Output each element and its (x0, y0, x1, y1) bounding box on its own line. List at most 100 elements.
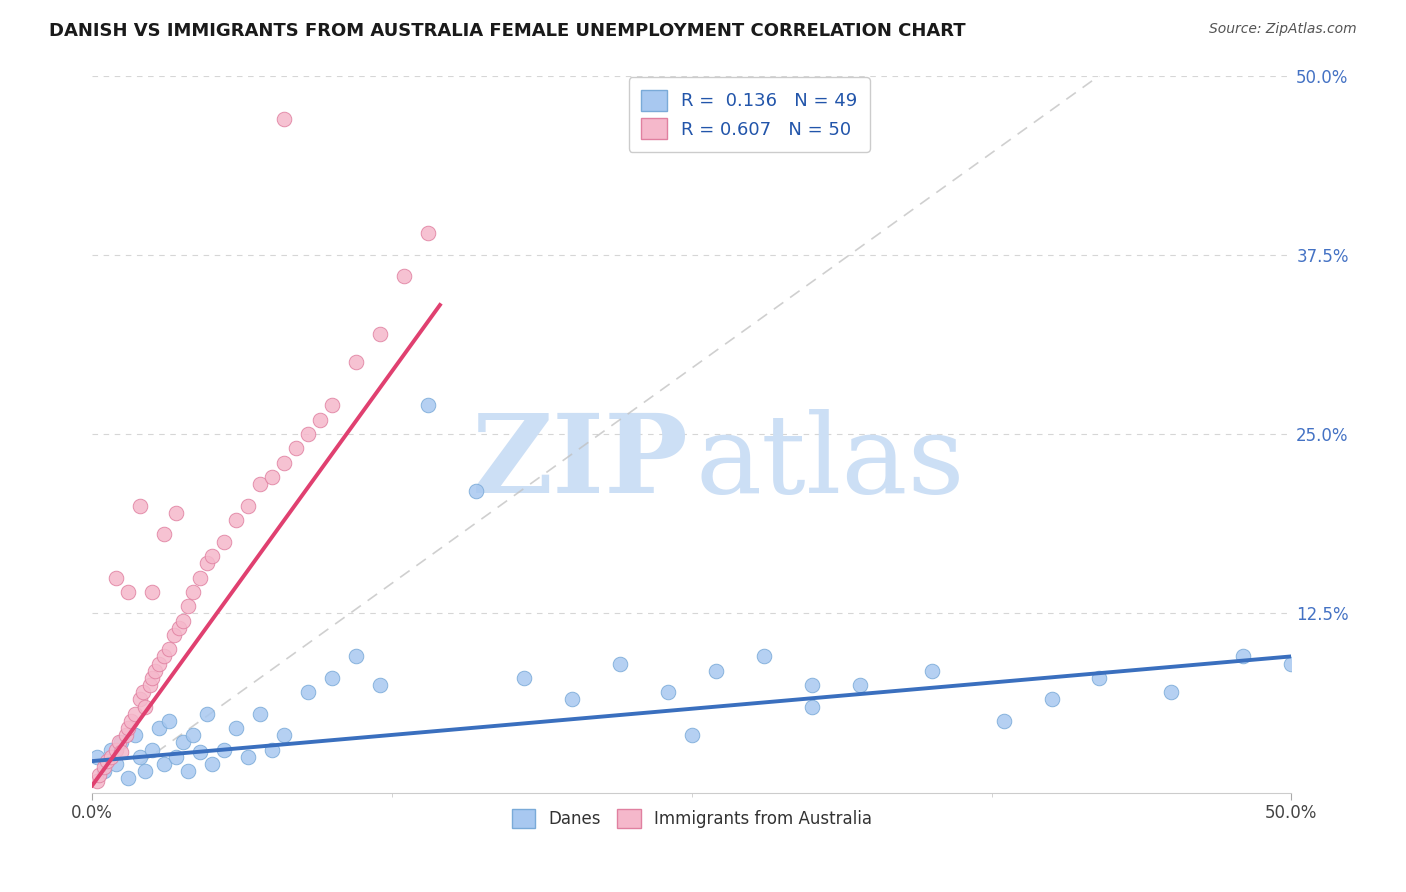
Point (195, 706, 218, 721)
Point (124, 706, 146, 721)
Point (110, 746, 132, 760)
Point (416, 398, 439, 412)
Point (96, 754, 118, 768)
Point (100, 742, 122, 756)
Point (93, 760, 115, 774)
Point (129, 749, 152, 764)
Point (225, 513, 247, 527)
Point (1160, 685, 1182, 699)
Point (212, 534, 235, 549)
Point (93, 764, 115, 779)
Point (609, 657, 631, 671)
Point (344, 649, 367, 664)
Point (141, 742, 163, 756)
Point (188, 570, 211, 584)
Point (153, 649, 176, 664)
Point (921, 664, 943, 678)
Point (464, 484, 486, 499)
Point (273, 456, 295, 470)
Point (114, 728, 136, 742)
Point (1040, 692, 1063, 706)
Point (297, 685, 319, 699)
Point (181, 728, 204, 742)
Point (201, 756, 224, 771)
Point (249, 477, 271, 491)
Point (117, 585, 139, 599)
Point (107, 735, 129, 749)
Point (124, 728, 146, 742)
Point (86, 774, 108, 789)
Point (100, 749, 122, 764)
Point (105, 756, 128, 771)
Point (1232, 649, 1254, 664)
Point (368, 326, 391, 341)
Point (129, 692, 152, 706)
Point (273, 112, 295, 126)
Point (129, 499, 152, 513)
Point (105, 570, 128, 584)
Legend: Danes, Immigrants from Australia: Danes, Immigrants from Australia (505, 802, 879, 835)
Text: Source: ZipAtlas.com: Source: ZipAtlas.com (1209, 22, 1357, 37)
Point (1279, 657, 1302, 671)
Point (138, 678, 160, 692)
Point (181, 585, 204, 599)
Point (285, 442, 308, 456)
Point (157, 642, 180, 657)
Point (165, 506, 187, 520)
Point (177, 599, 200, 614)
Point (188, 746, 211, 760)
Point (993, 714, 1015, 728)
Point (704, 664, 727, 678)
Point (120, 714, 142, 728)
Point (260, 742, 283, 756)
Point (172, 735, 194, 749)
Point (117, 772, 139, 786)
Point (309, 413, 332, 427)
Point (105, 742, 128, 756)
Point (321, 671, 343, 685)
Point (297, 427, 319, 442)
Text: ZIP: ZIP (471, 409, 688, 516)
Point (249, 706, 271, 721)
Point (143, 664, 166, 678)
Point (131, 685, 153, 699)
Point (368, 678, 391, 692)
Point (141, 585, 163, 599)
Point (167, 621, 190, 635)
Point (848, 678, 870, 692)
Point (165, 749, 187, 764)
Point (201, 549, 224, 563)
Point (117, 721, 139, 735)
Point (236, 499, 259, 513)
Point (177, 764, 200, 779)
Point (89, 768, 111, 782)
Point (561, 692, 583, 706)
Point (195, 556, 218, 570)
Text: atlas: atlas (696, 409, 965, 516)
Point (148, 721, 170, 735)
Point (110, 735, 132, 749)
Point (141, 671, 163, 685)
Point (134, 764, 156, 779)
Point (416, 227, 439, 241)
Point (392, 269, 415, 284)
Point (225, 721, 247, 735)
Text: DANISH VS IMMIGRANTS FROM AUSTRALIA FEMALE UNEMPLOYMENT CORRELATION CHART: DANISH VS IMMIGRANTS FROM AUSTRALIA FEMA… (49, 22, 966, 40)
Point (657, 685, 679, 699)
Point (681, 728, 703, 742)
Point (1088, 671, 1111, 685)
Point (86, 749, 108, 764)
Point (157, 714, 180, 728)
Point (273, 728, 295, 742)
Point (148, 657, 170, 671)
Point (260, 470, 283, 484)
Point (513, 671, 536, 685)
Point (344, 355, 367, 369)
Point (163, 628, 186, 642)
Point (752, 649, 775, 664)
Point (134, 699, 156, 714)
Point (212, 742, 235, 756)
Point (800, 699, 823, 714)
Point (800, 678, 823, 692)
Point (236, 749, 259, 764)
